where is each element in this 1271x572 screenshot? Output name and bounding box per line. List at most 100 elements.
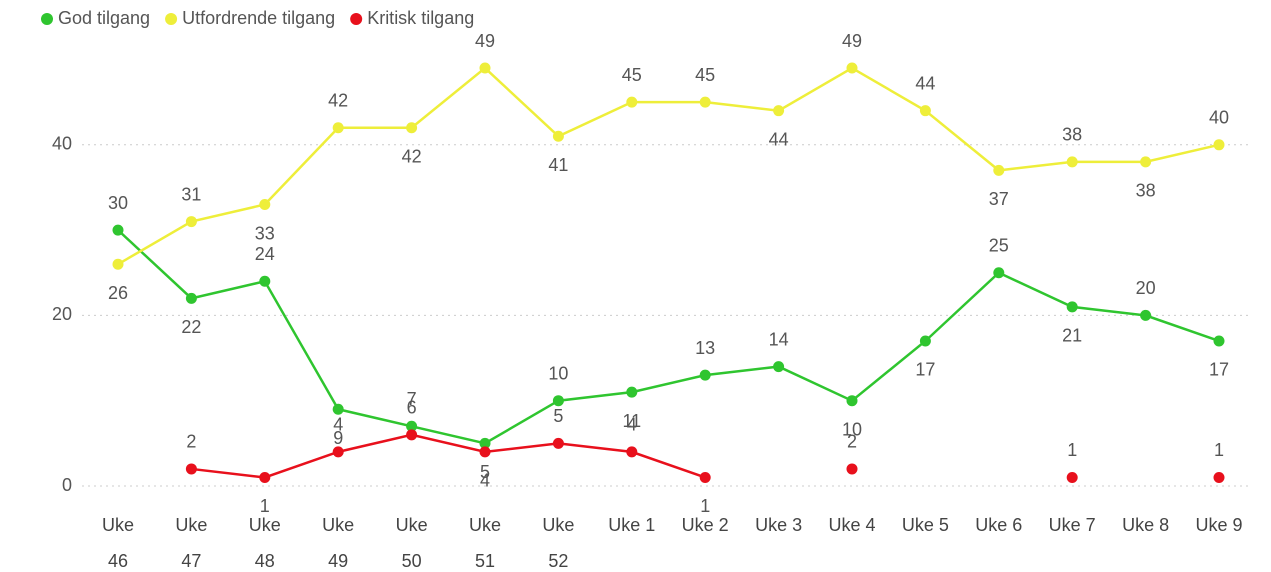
- data-point: [773, 105, 785, 117]
- data-label: 13: [695, 338, 715, 358]
- data-label: 44: [769, 129, 789, 149]
- data-label: 4: [333, 415, 343, 435]
- x-tick-label: Uke 50: [395, 515, 428, 571]
- series-line: [191, 433, 706, 479]
- data-point: [846, 395, 858, 407]
- data-point: [699, 471, 711, 483]
- data-point: [332, 446, 344, 458]
- x-tick-label: Uke 2: [681, 515, 729, 535]
- data-label: 1: [260, 496, 270, 516]
- data-point: [552, 130, 564, 142]
- x-tick-label: Uke 8: [1122, 515, 1170, 535]
- data-point: [406, 429, 418, 441]
- series-line: [117, 229, 1220, 445]
- data-label: 49: [842, 31, 862, 51]
- data-point: [185, 292, 197, 304]
- legend-marker: [350, 13, 363, 25]
- data-label: 38: [1136, 181, 1156, 201]
- data-point: [1066, 301, 1078, 313]
- data-point: [112, 224, 124, 236]
- data-label: 45: [622, 65, 642, 85]
- data-point: [552, 437, 564, 449]
- x-tick-label: Uke 46: [101, 515, 134, 571]
- x-tick-label: Uke 3: [755, 515, 803, 535]
- data-point: [112, 258, 124, 270]
- data-point: [993, 267, 1005, 279]
- legend-label: God tilgang: [58, 8, 150, 28]
- data-label: 49: [475, 31, 495, 51]
- data-point: [773, 361, 785, 373]
- data-label: 4: [627, 415, 637, 435]
- y-tick-label: 0: [62, 475, 72, 495]
- data-label: 41: [548, 155, 568, 175]
- x-tick-label: Uke 6: [975, 515, 1023, 535]
- x-tick-label: Uke 4: [828, 515, 876, 535]
- data-label: 11: [622, 411, 641, 431]
- data-point: [479, 62, 491, 74]
- data-label: 31: [181, 184, 201, 204]
- data-label: 4: [480, 471, 490, 491]
- data-point: [626, 446, 638, 458]
- x-tick-label: Uke 52: [542, 515, 575, 571]
- data-point: [406, 122, 418, 134]
- data-label: 9: [333, 428, 343, 448]
- data-point: [1066, 471, 1078, 483]
- legend-label: Kritisk tilgang: [367, 8, 474, 28]
- data-label: 1: [1067, 440, 1077, 460]
- data-point: [919, 105, 931, 117]
- data-label: 1: [1214, 440, 1224, 460]
- x-tick-label: Uke 48: [248, 515, 281, 571]
- data-point: [185, 216, 197, 228]
- data-label: 17: [1209, 360, 1229, 380]
- data-point: [552, 395, 564, 407]
- data-point: [699, 369, 711, 381]
- data-point: [259, 275, 271, 287]
- data-point: [259, 199, 271, 211]
- data-point: [1140, 309, 1152, 321]
- data-point: [332, 403, 344, 415]
- data-point: [406, 420, 418, 432]
- data-point: [699, 96, 711, 108]
- legend-label: Utfordrende tilgang: [182, 8, 335, 28]
- x-tick-label: Uke 7: [1048, 515, 1096, 535]
- data-label: 2: [847, 432, 857, 452]
- data-label: 42: [328, 90, 348, 110]
- legend-marker: [165, 13, 178, 25]
- series-line: [117, 66, 1220, 266]
- data-point: [1213, 335, 1225, 347]
- data-label: 45: [695, 65, 715, 85]
- data-point: [626, 386, 638, 398]
- data-label: 38: [1062, 125, 1082, 145]
- data-label: 5: [480, 462, 490, 482]
- data-label: 14: [769, 329, 789, 349]
- data-label: 5: [553, 406, 563, 426]
- data-point: [1213, 471, 1225, 483]
- legend-marker: [41, 13, 53, 25]
- data-point: [919, 335, 931, 347]
- x-tick-label: Uke 5: [901, 515, 949, 535]
- data-label: 25: [989, 236, 1009, 256]
- data-label: 10: [842, 419, 862, 439]
- x-tick-label: Uke 1: [608, 515, 656, 535]
- data-label: 20: [1136, 278, 1156, 298]
- data-label: 17: [915, 360, 935, 380]
- data-label: 26: [108, 283, 128, 303]
- data-label: 1: [700, 496, 710, 516]
- data-point: [846, 463, 858, 475]
- data-label: 24: [255, 244, 275, 264]
- x-tick-label: Uke 47: [175, 515, 208, 571]
- data-label: 2: [186, 432, 196, 452]
- data-point: [332, 122, 344, 134]
- data-label: 33: [255, 223, 275, 243]
- data-point: [993, 164, 1005, 176]
- data-point: [259, 471, 271, 483]
- y-tick-label: 20: [52, 304, 72, 324]
- data-point: [185, 463, 197, 475]
- data-label: 22: [181, 317, 201, 337]
- data-point: [479, 437, 491, 449]
- data-label: 21: [1062, 326, 1082, 346]
- data-point: [1066, 156, 1078, 168]
- data-point: [846, 62, 858, 74]
- y-tick-label: 40: [52, 134, 72, 154]
- data-label: 7: [407, 389, 417, 409]
